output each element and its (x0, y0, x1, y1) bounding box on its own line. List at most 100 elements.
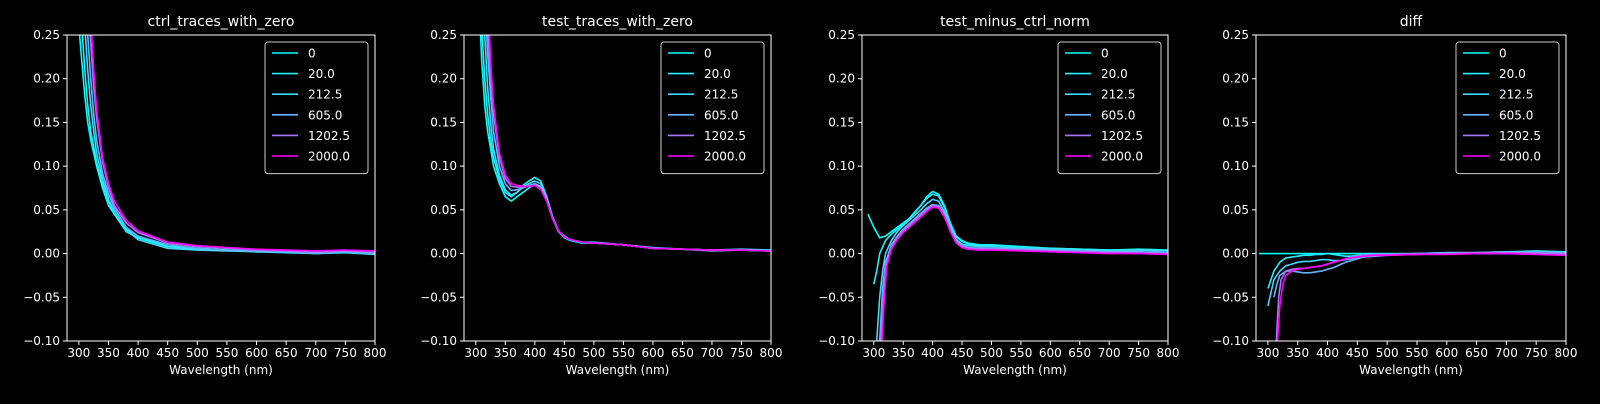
series-line-2 (84, 35, 375, 256)
legend-entry: 2000.0 (704, 150, 746, 164)
x-tick-label: 500 (1376, 346, 1399, 360)
x-tick-label: 400 (921, 346, 944, 360)
y-tick-label: 0.05 (33, 203, 60, 217)
y-tick-label: 0.05 (1222, 203, 1249, 217)
legend-box (1455, 41, 1560, 175)
x-tick-label: 550 (1406, 346, 1429, 360)
legend-entry: 0 (704, 47, 712, 61)
x-tick-label: 400 (127, 346, 150, 360)
x-tick-label: 450 (951, 346, 974, 360)
series-line-1 (1267, 250, 1566, 289)
y-tick-label: −0.05 (420, 290, 457, 304)
legend-entry: 1202.5 (308, 129, 350, 143)
series-line-5 (1276, 252, 1566, 341)
legend-entry: 605.0 (308, 108, 342, 122)
series-line-4 (89, 35, 375, 253)
series-group (867, 190, 1168, 341)
y-tick-label: −0.05 (1212, 290, 1249, 304)
x-tick-label: 550 (1009, 346, 1032, 360)
series-line-1 (873, 193, 1168, 285)
legend-entry: 0 (308, 47, 316, 61)
x-tick-label: 650 (671, 346, 694, 360)
y-tick-label: 0.00 (828, 247, 855, 261)
legend: 0 20.0 212.5 605.0 1202.5 2000.0 (660, 41, 765, 175)
y-tick-label: 0.10 (828, 159, 855, 173)
x-tick-label: 350 (97, 346, 120, 360)
chart-panel-1: 300 350 400 450 500 550 600 650 700 750 800 −0.10 −0… (23, 14, 386, 377)
series-group (479, 35, 771, 252)
chart-panel-3: 300 350 400 450 500 550 600 650 700 750 800 −0.10 −0… (818, 14, 1179, 377)
series-line-3 (1273, 251, 1566, 298)
legend-entry: 0 (1101, 47, 1109, 61)
y-tick-label: 0.00 (33, 247, 60, 261)
x-tick-label: 600 (1435, 346, 1458, 360)
y-tick-label: 0.05 (430, 203, 457, 217)
y-tick-label: −0.10 (1212, 334, 1249, 348)
x-axis-label: Wavelength (nm) (963, 363, 1067, 377)
legend-entry: 212.5 (1499, 88, 1533, 102)
series-line-3 (86, 35, 375, 255)
y-tick-label: −0.05 (23, 290, 60, 304)
y-tick-label: 0.05 (828, 203, 855, 217)
legend-entry: 20.0 (704, 67, 731, 81)
x-tick-label: 700 (1098, 346, 1121, 360)
legend-box (660, 41, 765, 175)
x-tick-label: 400 (1316, 346, 1339, 360)
x-tick-label: 650 (1465, 346, 1488, 360)
axes-frame (1255, 34, 1567, 342)
y-tick-label: 0.00 (430, 247, 457, 261)
x-tick-label: 600 (245, 346, 268, 360)
x-tick-label: 300 (1256, 346, 1279, 360)
legend-entry: 0 (1499, 47, 1507, 61)
x-tick-label: 650 (1068, 346, 1091, 360)
y-tick-label: 0.10 (430, 159, 457, 173)
x-tick-label: 750 (730, 346, 753, 360)
x-tick-label: 500 (980, 346, 1003, 360)
series-line-3 (878, 203, 1168, 341)
axes-frame (463, 34, 772, 342)
x-tick-label: 350 (1286, 346, 1309, 360)
y-tick-label: −0.10 (420, 334, 457, 348)
y-tick-label: −0.05 (818, 290, 855, 304)
y-tick-label: 0.20 (1222, 72, 1249, 86)
x-tick-label: 800 (1157, 346, 1180, 360)
legend-entry: 605.0 (1101, 108, 1135, 122)
x-tick-label: 350 (892, 346, 915, 360)
series-line-4 (880, 204, 1168, 341)
legend-entry: 605.0 (704, 108, 738, 122)
x-tick-label: 600 (641, 346, 664, 360)
series-line-5 (881, 206, 1168, 341)
legend: 0 20.0 212.5 605.0 1202.5 2000.0 (1057, 41, 1162, 175)
legend-entry: 2000.0 (308, 150, 350, 164)
x-tick-label: 750 (1525, 346, 1548, 360)
x-tick-label: 300 (862, 346, 885, 360)
legend-entry: 212.5 (1101, 88, 1135, 102)
x-axis-label: Wavelength (nm) (169, 363, 273, 377)
x-tick-label: 300 (464, 346, 487, 360)
series-group (78, 35, 375, 256)
legend-entry: 1202.5 (1499, 129, 1541, 143)
x-tick-label: 450 (156, 346, 179, 360)
x-tick-label: 650 (275, 346, 298, 360)
chart-title: test_minus_ctrl_norm (940, 14, 1090, 30)
x-tick-label: 800 (1555, 346, 1578, 360)
x-tick-label: 700 (304, 346, 327, 360)
axes-frame (66, 34, 376, 342)
x-tick-label: 550 (612, 346, 635, 360)
legend-entry: 605.0 (1499, 108, 1533, 122)
y-tick-label: −0.10 (818, 334, 855, 348)
y-tick-label: −0.10 (23, 334, 60, 348)
x-tick-label: 450 (1346, 346, 1369, 360)
y-tick-label: 0.15 (430, 115, 457, 129)
legend-entry: 20.0 (308, 67, 335, 81)
y-tick-label: 0.25 (430, 28, 457, 42)
chart-title: diff (1400, 14, 1423, 30)
legend-entry: 20.0 (1499, 67, 1526, 81)
x-tick-label: 450 (553, 346, 576, 360)
y-tick-label: 0.15 (33, 115, 60, 129)
legend-entry: 2000.0 (1101, 150, 1143, 164)
legend-entry: 1202.5 (1101, 129, 1143, 143)
y-tick-label: 0.20 (828, 72, 855, 86)
